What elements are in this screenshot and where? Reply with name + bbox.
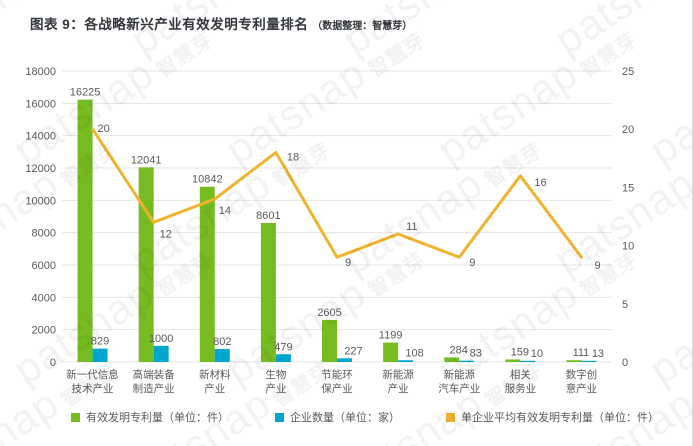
legend-label: 企业数量（单位：家）: [290, 412, 400, 424]
chart-legend: 有效发明专利量（单位：件） 企业数量（单位：家） 单企业平均有效发明专利量（单位：件…: [71, 409, 659, 425]
legend-item-average: 单企业平均有效发明专利量（单位：件）: [446, 409, 659, 425]
left-axis-tick-label: 16000: [25, 98, 56, 110]
patent-count-value-label: 10842: [192, 174, 223, 186]
patent-count-bar: [77, 99, 93, 362]
legend-marker-blue-icon: [275, 412, 284, 422]
patent-count-value-label: 1199: [379, 330, 403, 342]
line-value-label: 9: [594, 260, 600, 272]
company-count-value-label: 1000: [149, 333, 173, 345]
chart-title-source: （数据整理：智慧芽）: [312, 21, 413, 32]
patent-count-bar: [322, 319, 337, 362]
company-count-bar: [581, 360, 597, 362]
left-axis-tick-label: 6000: [32, 260, 56, 272]
x-axis-category-label: 高端装备制造产业: [133, 368, 175, 395]
legend-label: 单企业平均有效发明专利量（单位：件）: [461, 412, 659, 424]
left-axis-tick-label: 18000: [25, 66, 56, 78]
average-patents-trend-line: [91, 127, 583, 259]
line-value-label: 16: [534, 177, 546, 189]
right-axis-tick-label: 10: [622, 241, 634, 253]
chart-title-row: 图表 9：各战略新兴产业有效发明专利量排名 （数据整理：智慧芽）: [30, 13, 412, 34]
legend-label: 有效发明专利量（单位：件）: [86, 412, 229, 424]
patent-count-value-label: 159: [511, 346, 529, 358]
left-axis-tick-label: 12000: [25, 163, 56, 175]
right-axis-tick-label: 15: [622, 182, 634, 194]
line-value-label: 12: [160, 228, 172, 240]
right-axis-tick-label: 20: [622, 124, 634, 136]
left-axis-tick-label: 14000: [25, 131, 56, 143]
company-count-bar: [275, 354, 291, 362]
patent-count-bar: [199, 186, 215, 362]
left-axis-tick-label: 2000: [32, 325, 56, 337]
legend-marker-green-icon: [71, 412, 80, 422]
right-axis-tick-label: 0: [622, 357, 628, 369]
left-axis-tick-label: 0: [50, 357, 56, 369]
company-count-bar: [337, 358, 352, 362]
company-count-bar: [214, 349, 230, 362]
patent-count-value-label: 8601: [256, 210, 280, 222]
company-count-value-label: 108: [405, 347, 423, 359]
company-count-bar: [398, 360, 414, 362]
line-value-label: 18: [287, 151, 299, 163]
patent-count-bar: [383, 342, 399, 362]
legend-marker-yellow-icon: [446, 412, 455, 422]
x-axis-category-label: 新材料产业: [199, 368, 231, 395]
left-axis-tick-label: 8000: [32, 228, 56, 240]
company-count-bar: [153, 345, 169, 362]
patent-count-bar: [444, 357, 460, 362]
patent-count-value-label: 111: [573, 347, 590, 359]
patent-count-value-label: 16225: [70, 87, 101, 99]
company-count-bar: [520, 360, 536, 362]
company-count-value-label: 83: [470, 348, 482, 360]
left-axis-tick-label: 10000: [25, 195, 56, 207]
line-value-label: 9: [469, 257, 475, 269]
x-axis-category-label: 数字创意产业: [566, 368, 598, 395]
company-count-value-label: 227: [344, 345, 362, 357]
company-count-bar: [92, 348, 108, 362]
line-value-label: 11: [406, 221, 417, 233]
line-value-label: 9: [345, 257, 351, 269]
right-axis-tick-label: 5: [622, 299, 628, 311]
patent-count-value-label: 2605: [317, 307, 341, 319]
legend-item-patents: 有效发明专利量（单位：件）: [71, 409, 229, 425]
right-axis-tick-label: 25: [622, 66, 634, 78]
line-value-label: 14: [219, 205, 231, 217]
x-axis-category-label: 新能源产业: [382, 368, 414, 395]
company-count-value-label: 10: [531, 348, 543, 360]
company-count-bar: [459, 360, 475, 362]
x-axis-category-label: 新一代信息技术产业: [66, 368, 119, 395]
chart-title: 图表 9：各战略新兴产业有效发明专利量排名: [30, 17, 309, 32]
patent-count-bar: [505, 359, 521, 362]
line-value-label: 20: [98, 123, 110, 135]
x-axis-category-label: 节能环保产业: [321, 368, 353, 395]
company-count-value-label: 829: [91, 336, 109, 348]
left-axis-tick-label: 4000: [32, 292, 56, 304]
legend-item-companies: 企业数量（单位：家）: [275, 409, 400, 425]
x-axis-category-label: 新能源汽车产业: [438, 368, 480, 395]
patent-count-value-label: 12041: [131, 154, 162, 166]
company-count-value-label: 13: [592, 348, 604, 360]
company-count-value-label: 802: [213, 336, 231, 348]
patent-count-bar: [566, 360, 582, 362]
patent-count-bar: [260, 222, 276, 362]
x-axis-category-label: 相关服务业: [505, 368, 537, 395]
x-axis-category-label: 生物产业: [265, 368, 286, 395]
company-count-value-label: 479: [274, 341, 292, 353]
patent-count-value-label: 284: [450, 344, 468, 356]
